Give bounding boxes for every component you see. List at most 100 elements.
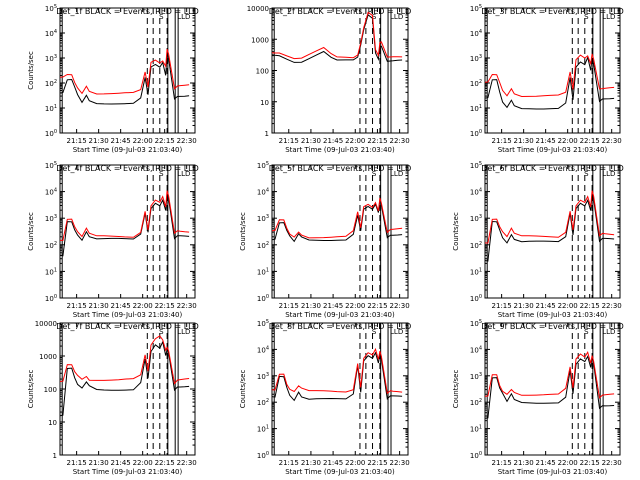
y-tick-label: 100 (44, 386, 57, 394)
y-axis-label: Counts/sec (239, 370, 247, 409)
x-tick-label: 22:15 (367, 137, 387, 145)
y-tick-label: 100 (45, 294, 57, 303)
x-axis-label: Start Time (09-Jul-03 21:03:40) (285, 468, 395, 476)
series-events-line (271, 351, 403, 402)
plot-frame (484, 322, 621, 456)
marker-label-s: S (584, 13, 589, 21)
x-tick-label: 21:15 (492, 302, 512, 310)
y-tick-label: 105 (257, 161, 269, 170)
y-axis-label: Counts/sec (27, 370, 35, 409)
chart-title: Det_8f BLACK = Events, RED = LLD (269, 322, 412, 331)
y-axis-label: Counts/sec (452, 370, 460, 409)
y-tick-label: 104 (257, 188, 269, 197)
x-tick-label: 21:45 (536, 137, 556, 145)
x-tick-label: 21:15 (67, 459, 87, 467)
y-tick-label: 105 (45, 4, 57, 13)
series-lld-line (59, 190, 190, 242)
marker-label-s: S (372, 13, 377, 21)
marker-label-s: S (584, 328, 589, 336)
y-tick-label: 101 (470, 267, 482, 276)
marker-label-s: S (372, 328, 377, 336)
marker-label-lld: LLD (602, 13, 615, 21)
series-lld-line (271, 347, 403, 395)
chart-title: Det_1f BLACK = Events, RED = LLD (56, 7, 199, 16)
x-tick-label: 21:45 (111, 302, 131, 310)
y-tick-label: 101 (45, 104, 57, 113)
x-tick-label: 22:15 (580, 459, 600, 467)
y-tick-label: 102 (45, 79, 57, 88)
y-tick-label: 105 (45, 161, 57, 170)
marker-label-s: S (584, 170, 589, 178)
marker-label-s: S (159, 170, 164, 178)
y-tick-label: 100 (257, 294, 269, 303)
y-tick-label: 103 (470, 372, 482, 381)
y-tick-label: 100 (470, 294, 482, 303)
y-tick-label: 100 (257, 451, 269, 460)
y-tick-label: 1 (265, 130, 269, 138)
marker-label-lld: LLD (177, 328, 190, 336)
y-tick-label: 104 (470, 29, 482, 38)
marker-label-lld: LLD (390, 170, 403, 178)
y-tick-label: 104 (45, 188, 57, 197)
x-tick-label: 21:30 (89, 459, 109, 467)
series-lld-line (484, 53, 615, 98)
x-tick-label: 22:15 (155, 302, 175, 310)
y-tick-label: 102 (257, 241, 269, 250)
x-tick-label: 22:00 (133, 137, 153, 145)
marker-label-lld: LLD (177, 13, 190, 21)
plot-frame (59, 7, 196, 134)
x-tick-label: 21:30 (89, 302, 109, 310)
series-lld-line (271, 11, 403, 60)
chart-panel-2: 1 10 100 1000 10000 21:15 21:30 21:45 22:00 22:15… (247, 5, 412, 154)
x-axis-label: Start Time (09-Jul-03 21:03:40) (285, 146, 395, 154)
chart-title: Det_7f BLACK = Events, RED = LLD (56, 322, 199, 331)
series-events-line (59, 193, 190, 257)
series-events-line (59, 53, 190, 105)
series-lld-line (271, 197, 403, 239)
x-tick-label: 21:15 (492, 137, 512, 145)
y-tick-label: 1000 (251, 36, 269, 44)
x-tick-label: 22:00 (345, 302, 365, 310)
y-tick-label: 1 (53, 452, 57, 460)
y-tick-label: 101 (470, 425, 482, 434)
x-tick-label: 22:30 (602, 302, 622, 310)
series-events-line (484, 55, 615, 110)
series-events-line (484, 355, 615, 419)
y-tick-label: 10000 (35, 320, 57, 328)
x-tick-label: 22:00 (133, 459, 153, 467)
x-tick-label: 22:15 (155, 137, 175, 145)
x-axis-label: Start Time (09-Jul-03 21:03:40) (285, 311, 395, 319)
x-tick-label: 21:45 (323, 137, 343, 145)
x-tick-label: 21:15 (279, 302, 299, 310)
y-tick-label: 103 (257, 372, 269, 381)
chart-title: Det_3f BLACK = Events, RED = LLD (481, 7, 624, 16)
x-tick-label: 22:15 (580, 302, 600, 310)
plot-frame (484, 7, 621, 134)
y-tick-label: 10 (260, 99, 269, 107)
x-tick-label: 21:15 (67, 137, 87, 145)
series-events-line (59, 340, 190, 417)
marker-label-lld: LLD (177, 170, 190, 178)
x-axis-label: Start Time (09-Jul-03 21:03:40) (73, 146, 183, 154)
x-tick-label: 22:15 (580, 137, 600, 145)
chart-title: Det_5f BLACK = Events, RED = LLD (269, 164, 412, 173)
y-tick-label: 105 (470, 319, 482, 328)
plot-frame (271, 164, 409, 299)
y-tick-label: 103 (470, 214, 482, 223)
x-tick-label: 21:45 (111, 137, 131, 145)
x-tick-label: 21:30 (301, 137, 321, 145)
y-tick-label: 104 (470, 345, 482, 354)
series-events-line (271, 199, 403, 243)
x-tick-label: 22:00 (133, 302, 153, 310)
x-tick-label: 21:30 (301, 302, 321, 310)
x-axis-label: Start Time (09-Jul-03 21:03:40) (498, 468, 608, 476)
x-tick-label: 21:30 (514, 302, 534, 310)
y-tick-label: 100 (470, 129, 482, 138)
y-tick-label: 1000 (39, 353, 57, 361)
y-tick-label: 104 (257, 345, 269, 354)
x-tick-label: 21:30 (514, 137, 534, 145)
x-tick-label: 21:30 (514, 459, 534, 467)
